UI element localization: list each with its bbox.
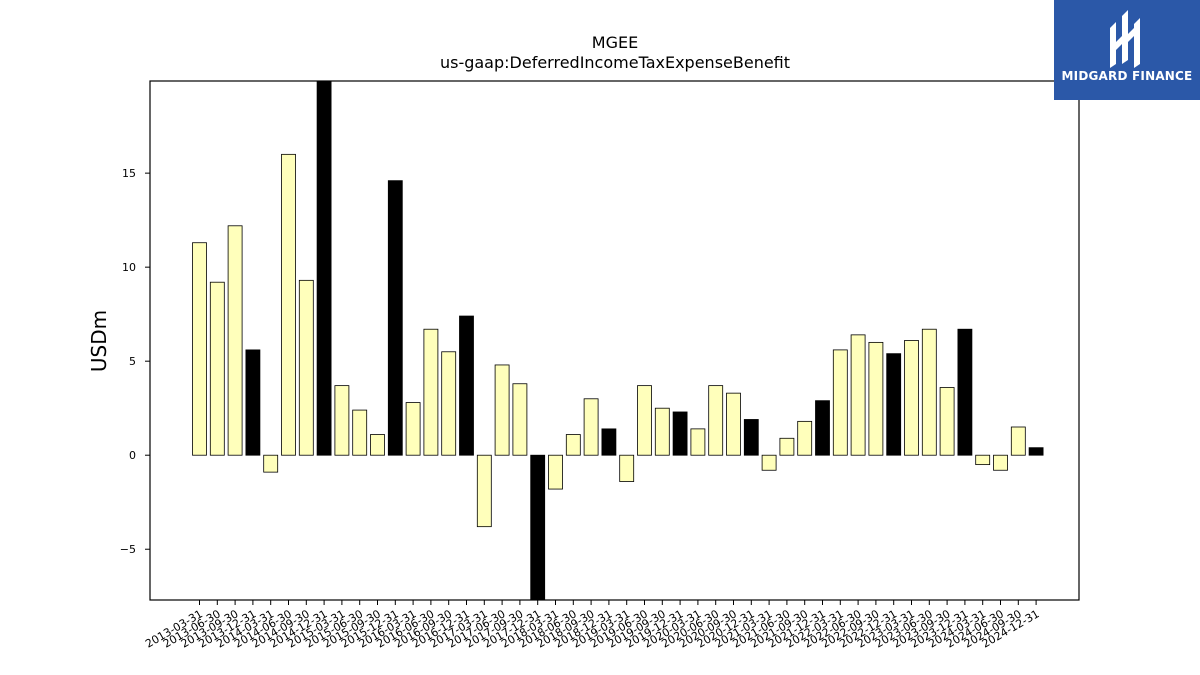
bar-2017-06-30	[494, 364, 510, 456]
bar-2024-03-31	[975, 454, 991, 466]
bar-2018-06-30	[565, 434, 581, 456]
midgard-logo-icon	[1110, 10, 1140, 68]
bar-2014-09-30	[298, 279, 314, 456]
bar-2023-12-31	[957, 328, 973, 456]
bar-2015-12-31	[387, 180, 403, 456]
y-axis: −5 0 5 10 15	[120, 167, 150, 556]
bar-2018-03-31	[548, 454, 563, 490]
bar-2021-06-30	[779, 437, 795, 456]
bar-2022-06-30	[850, 334, 866, 456]
y-tick-label: 15	[122, 167, 136, 180]
y-axis-label: USDm	[87, 310, 111, 372]
bar-2023-03-31	[904, 340, 919, 456]
bar-2021-12-31	[815, 400, 830, 456]
y-tick-label: 10	[122, 261, 136, 274]
bar-2022-09-30	[868, 341, 884, 456]
bar-2022-03-31	[832, 349, 848, 456]
midgard-finance-logo: MIDGARD FINANCE	[1054, 0, 1200, 100]
bar-2020-12-31	[743, 419, 759, 456]
bar-2019-06-30	[637, 385, 652, 456]
bar-series	[192, 81, 1044, 600]
bar-2016-09-30	[441, 351, 457, 456]
bar-2016-03-31	[405, 402, 421, 456]
bar-2017-03-31	[476, 454, 492, 528]
x-axis: 2013-03-312013-06-302013-09-302013-12-31…	[143, 600, 1042, 651]
bar-2014-03-31	[263, 454, 279, 473]
bar-2013-03-31	[192, 242, 207, 456]
bar-2013-12-31	[245, 349, 261, 456]
y-tick-label: −5	[120, 543, 136, 556]
bar-2024-12-31	[1028, 447, 1044, 456]
bar-2019-03-31	[619, 454, 635, 482]
bar-2020-06-30	[708, 385, 724, 456]
bar-2024-09-30	[1010, 426, 1026, 456]
bar-2021-09-30	[797, 420, 813, 456]
bar-2017-09-30	[512, 383, 528, 456]
bar-2016-06-30	[423, 328, 439, 456]
bar-2016-12-31	[459, 315, 474, 456]
y-tick-label: 5	[129, 355, 136, 368]
bar-2018-12-31	[601, 428, 617, 456]
bar-2017-12-31	[530, 454, 546, 600]
chart-subtitle: us-gaap:DeferredIncomeTaxExpenseBenefit	[440, 53, 790, 72]
bar-2013-06-30	[209, 281, 225, 456]
bar-2015-03-31	[334, 385, 350, 456]
bar-2014-12-31	[316, 81, 332, 456]
chart-title: MGEE	[592, 33, 638, 52]
bar-2015-06-30	[352, 409, 368, 456]
y-tick-label: 0	[129, 449, 136, 462]
bar-2019-09-30	[654, 407, 670, 456]
bar-2020-03-31	[690, 428, 706, 456]
bar-2015-09-30	[370, 434, 385, 456]
bar-2013-09-30	[227, 225, 243, 456]
bar-2024-06-30	[993, 454, 1008, 471]
bar-2020-09-30	[726, 392, 741, 456]
bar-2018-09-30	[583, 398, 599, 456]
bar-2023-09-30	[939, 387, 955, 456]
bar-2014-06-30	[281, 153, 296, 456]
plot-frame	[149, 80, 1080, 601]
bar-2023-06-30	[921, 328, 937, 456]
bar-2022-12-31	[886, 353, 902, 456]
bar-2019-12-31	[672, 411, 688, 456]
logo-text: MIDGARD FINANCE	[1061, 69, 1193, 83]
bar-2021-03-31	[761, 454, 777, 471]
